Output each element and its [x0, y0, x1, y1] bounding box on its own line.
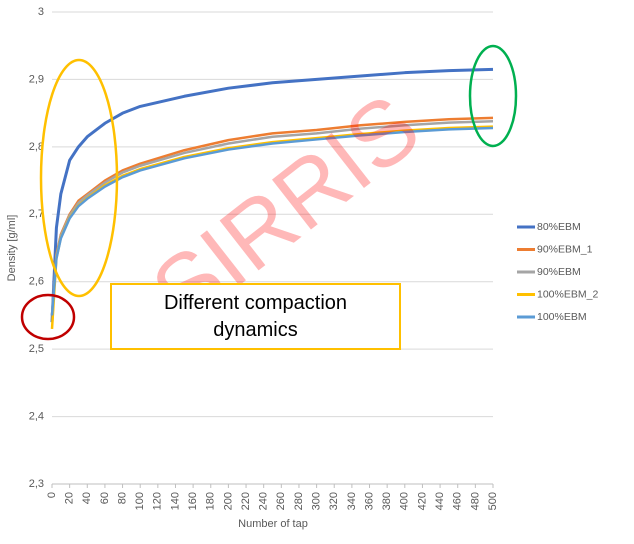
y-tick-label: 2,6 — [29, 276, 44, 288]
y-tick-label: 3 — [38, 6, 44, 18]
legend-label: 90%EBM_1 — [537, 243, 593, 255]
series-line — [50, 126, 494, 316]
x-tick-label: 220 — [240, 492, 252, 510]
x-tick-label: 60 — [99, 492, 111, 504]
x-tick-label: 300 — [311, 492, 323, 510]
y-tick-label: 2,8 — [29, 141, 44, 153]
x-tick-label: 400 — [399, 492, 411, 510]
x-tick-label: 420 — [416, 492, 428, 510]
y-axis-label: Density [g/ml] — [6, 215, 18, 282]
x-tick-label: 100 — [134, 492, 146, 510]
legend-label: 90%EBM — [537, 266, 581, 278]
y-tick-label: 2,9 — [29, 73, 44, 85]
x-tick-label: 200 — [222, 492, 234, 510]
x-axis-label: Number of tap — [238, 518, 308, 530]
highlight-ellipse — [20, 293, 76, 341]
x-tick-label: 260 — [275, 492, 287, 510]
x-tick-label: 40 — [81, 492, 93, 504]
annotation-box: Different compaction dynamics — [110, 283, 401, 350]
x-tick-label: 340 — [346, 492, 358, 510]
x-tick-label: 360 — [363, 492, 375, 510]
x-tick-label: 380 — [381, 492, 393, 510]
y-tick-label: 2,4 — [29, 410, 44, 422]
y-tick-label: 2,3 — [29, 478, 44, 490]
x-tick-label: 500 — [487, 492, 499, 510]
x-tick-label: 80 — [116, 492, 128, 504]
x-tick-label: 280 — [293, 492, 305, 510]
x-tick-label: 0 — [46, 492, 58, 498]
y-tick-label: 2,5 — [29, 343, 44, 355]
legend-label: 100%EBM — [537, 311, 587, 323]
series-line — [50, 67, 494, 323]
x-tick-label: 160 — [187, 492, 199, 510]
x-tick-label: 460 — [452, 492, 464, 510]
x-tick-label: 440 — [434, 492, 446, 510]
legend-label: 100%EBM_2 — [537, 288, 598, 300]
legend-label: 80%EBM — [537, 221, 581, 233]
x-tick-label: 140 — [169, 492, 181, 510]
x-tick-label: 320 — [328, 492, 340, 510]
x-tick-label: 20 — [64, 492, 76, 504]
x-tick-label: 480 — [469, 492, 481, 510]
y-tick-label: 2,7 — [29, 208, 44, 220]
x-tick-label: 120 — [152, 492, 164, 510]
x-tick-label: 180 — [205, 492, 217, 510]
highlight-ellipse — [468, 44, 518, 148]
highlight-ellipse — [39, 58, 119, 298]
x-tick-label: 240 — [258, 492, 270, 510]
